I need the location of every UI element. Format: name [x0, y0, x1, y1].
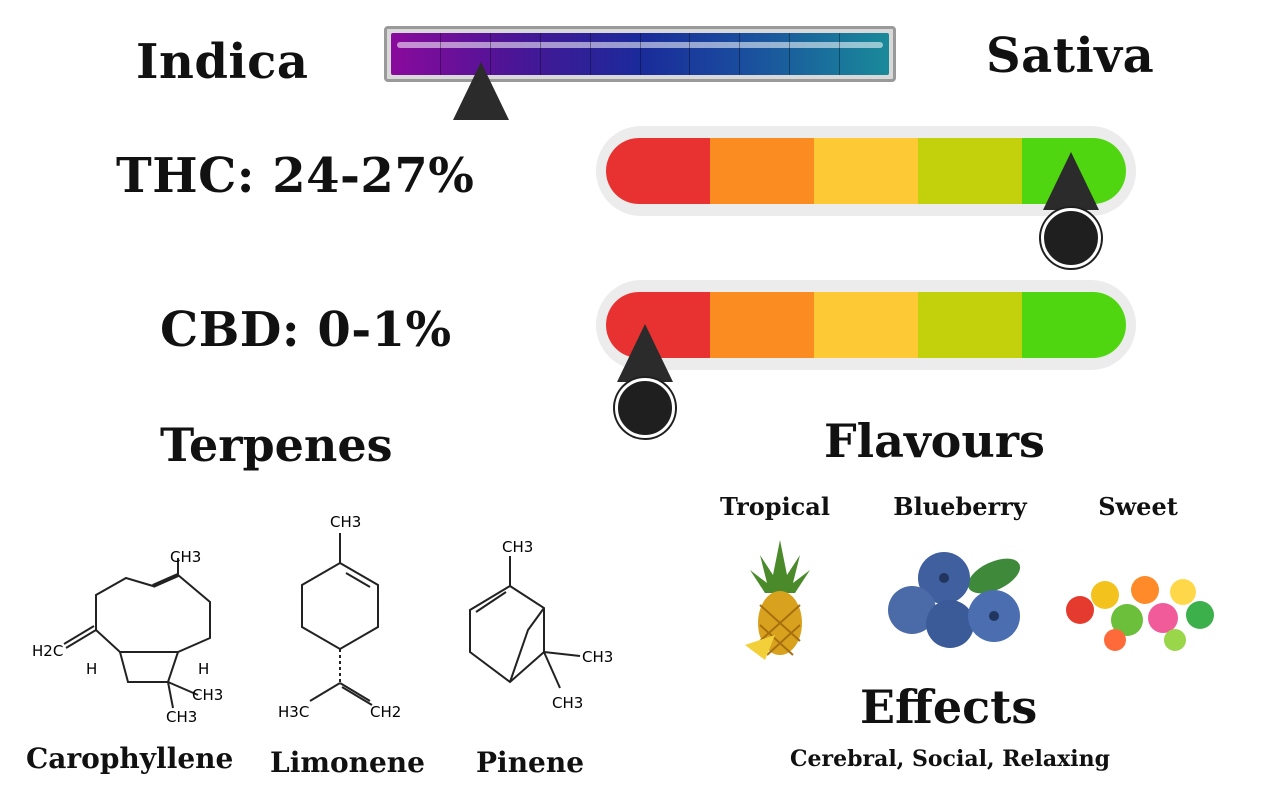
spectrum-pointer-icon	[453, 62, 510, 120]
atom-label: CH3	[170, 548, 201, 566]
thc-pointer-icon	[1043, 152, 1100, 210]
pineapple-icon	[745, 540, 810, 660]
terpene-name: Pinene	[476, 746, 585, 779]
carophyllene-structure: CH3 H2C H H CH3 CH3	[32, 548, 223, 726]
flavour-name: Tropical	[720, 492, 830, 521]
thc-knob-icon	[1041, 208, 1102, 268]
atom-label: H3C	[278, 703, 309, 721]
blueberry-icon	[888, 552, 1021, 648]
atom-label: CH3	[166, 708, 197, 726]
terpenes-heading: Terpenes	[160, 418, 393, 472]
atom-label: H2C	[32, 642, 63, 660]
atom-label: CH3	[502, 538, 533, 556]
effects-text: Cerebral, Social, Relaxing	[790, 746, 1110, 772]
cbd-pointer-icon	[616, 324, 673, 382]
cbd-label: CBD: 0-1%	[160, 302, 452, 358]
cbd-level-bar	[596, 280, 1136, 370]
terpene-name: Carophyllene	[26, 742, 234, 775]
cbd-knob-icon	[614, 378, 675, 438]
atom-label: H	[198, 660, 209, 678]
flavour-name: Blueberry	[893, 492, 1027, 521]
pinene-structure: CH3 CH3 CH3	[469, 538, 613, 712]
atom-label: CH3	[552, 694, 583, 712]
atom-label: H	[86, 660, 97, 678]
atom-label: CH2	[370, 703, 401, 721]
atom-label: CH3	[582, 648, 613, 666]
terpene-name: Limonene	[270, 746, 425, 779]
indica-label: Indica	[136, 34, 309, 90]
candy-icon	[1066, 576, 1214, 651]
atom-label: CH3	[330, 513, 361, 531]
flavours-heading: Flavours	[824, 414, 1045, 468]
flavour-name: Sweet	[1098, 492, 1178, 521]
limonene-structure: CH3 H3C CH2	[278, 513, 401, 721]
thc-label: THC: 24-27%	[116, 148, 475, 204]
atom-label: CH3	[192, 686, 223, 704]
effects-heading: Effects	[860, 680, 1038, 734]
sativa-label: Sativa	[986, 28, 1155, 84]
